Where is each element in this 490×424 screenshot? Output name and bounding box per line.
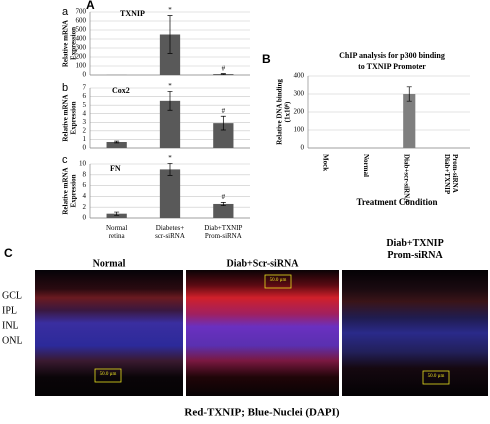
x-tick-label: Diabetes+ scr-siRNA	[155, 224, 185, 240]
error-bar	[167, 91, 173, 111]
caption: Red-TXNIP; Blue-Nuclei (DAPI)	[184, 407, 340, 419]
y-tick-label: 300	[76, 44, 87, 52]
y-tick-label: 0	[301, 144, 305, 152]
panel-label: c	[62, 154, 68, 166]
y-tick-label: 100	[76, 62, 87, 70]
bar	[106, 213, 127, 218]
y-axis-label: Relative DNA binding	[276, 79, 284, 145]
chart-title: FN	[110, 164, 121, 173]
chart-title: Cox2	[112, 86, 130, 95]
y-tick-label: 0	[83, 214, 87, 222]
x-tick-label: Mock	[322, 154, 330, 171]
scale-bar-label: 50.0 µm	[270, 278, 287, 283]
x-axis-label: Treatment Condition	[357, 197, 438, 207]
y-axis-label: Relative mRNA	[62, 167, 70, 214]
micrograph	[342, 270, 488, 396]
significance-marker: #	[222, 107, 226, 115]
bar	[213, 203, 234, 218]
x-tick-label: Normal	[362, 154, 370, 177]
y-tick-label: 700	[76, 8, 87, 16]
bar	[403, 94, 416, 148]
micrograph-title: Normal	[93, 258, 126, 269]
bar	[159, 100, 181, 148]
y-axis-label: Expression	[70, 27, 78, 60]
y-tick-label: 500	[76, 26, 87, 34]
error-bar	[220, 115, 226, 131]
y-tick-label: 4	[83, 192, 87, 200]
significance-marker: *	[168, 82, 172, 90]
layer-label: GCL	[2, 290, 22, 301]
significance-marker: *	[168, 154, 172, 162]
y-tick-label: 10	[79, 160, 87, 168]
layer-label: INL	[2, 320, 19, 331]
y-axis-label: (1x10⁶)	[284, 101, 292, 122]
error-bar	[220, 73, 226, 75]
bar	[159, 34, 181, 75]
chart-title: ChIP analysis for p300 binding	[339, 51, 445, 60]
bar	[159, 169, 181, 218]
micrograph-title: Diab+Scr-siRNA	[227, 258, 300, 269]
bar	[106, 142, 127, 148]
significance-marker: #	[222, 193, 226, 201]
y-tick-label: 2	[83, 126, 87, 134]
y-axis-label: Expression	[70, 101, 78, 134]
y-tick-label: 6	[83, 181, 87, 189]
bar	[213, 123, 234, 148]
y-tick-label: 100	[294, 126, 305, 134]
y-tick-label: 5	[83, 101, 87, 109]
y-tick-label: 3	[83, 118, 87, 126]
error-bar	[220, 201, 226, 206]
y-tick-label: 6	[83, 92, 87, 100]
panel-label: b	[62, 82, 68, 94]
panel-label: A	[86, 0, 95, 12]
scale-bar	[94, 368, 122, 383]
micrograph	[35, 270, 183, 396]
y-tick-label: 4	[83, 109, 87, 117]
scale-bar	[422, 370, 450, 385]
error-bar	[114, 140, 120, 144]
chart-title: to TXNIP Promoter	[358, 62, 426, 71]
scale-bar	[264, 274, 292, 289]
scale-bar-label: 50.0 µm	[428, 374, 445, 379]
y-tick-label: 200	[76, 53, 87, 61]
y-tick-label: 8	[83, 170, 87, 178]
panel-label: a	[62, 6, 69, 18]
error-bar	[167, 163, 173, 176]
x-tick-label: Diab+TXNIPProm-siRNA	[443, 154, 459, 195]
significance-marker: #	[222, 64, 226, 72]
error-bar	[114, 211, 120, 216]
error-bar	[167, 15, 173, 54]
y-axis-label: Expression	[70, 174, 78, 207]
y-tick-label: 400	[76, 35, 87, 43]
y-tick-label: 600	[76, 17, 87, 25]
y-tick-label: 0	[83, 71, 87, 79]
y-axis-label: Relative mRNA	[62, 20, 70, 67]
y-axis-label: Relative mRNA	[62, 94, 70, 141]
y-tick-label: 300	[294, 90, 305, 98]
y-tick-label: 0	[83, 144, 87, 152]
panel-label: B	[262, 52, 271, 66]
y-tick-label: 2	[83, 203, 87, 211]
error-bar	[406, 86, 412, 102]
layer-label: IPL	[2, 305, 17, 316]
micrograph-title: Diab+TXNIP Prom-siRNA	[386, 238, 443, 261]
scale-bar-label: 50.0 µm	[100, 372, 117, 377]
chart-title: TXNIP	[120, 9, 145, 18]
y-tick-label: 200	[294, 108, 305, 116]
y-tick-label: 7	[83, 84, 87, 92]
y-tick-label: 1	[83, 135, 87, 143]
x-tick-label: Diab+scr-siRNA	[403, 154, 411, 203]
y-tick-label: 400	[294, 72, 305, 80]
x-tick-label: Normal retina	[106, 224, 127, 240]
significance-marker: *	[168, 6, 172, 14]
layer-label: ONL	[2, 335, 23, 346]
panel-label: C	[4, 246, 13, 260]
micrograph	[186, 270, 339, 396]
